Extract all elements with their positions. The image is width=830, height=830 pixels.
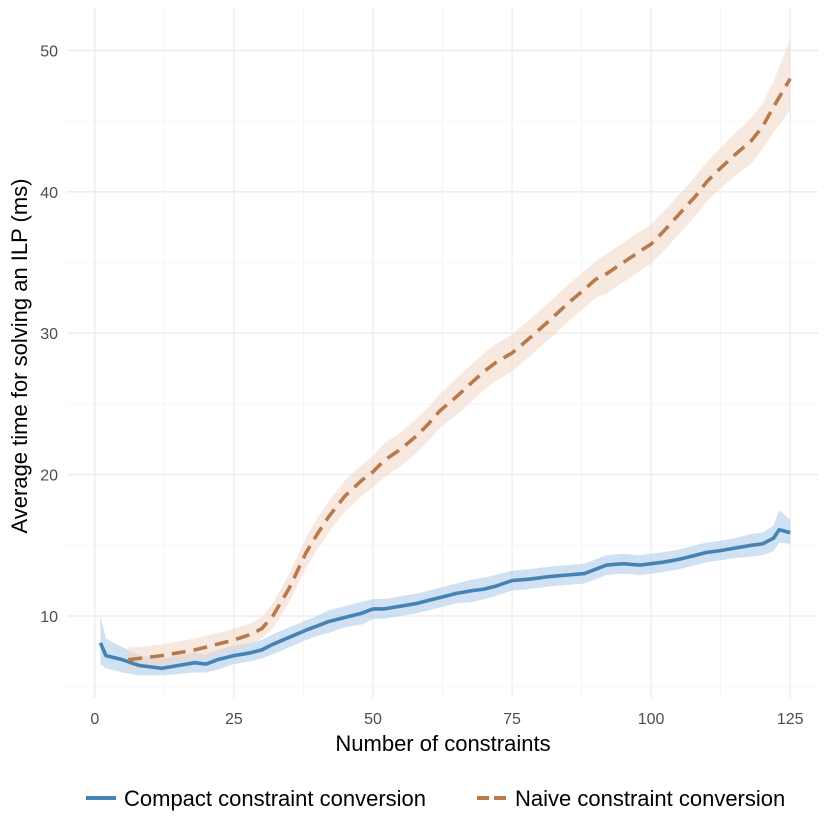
x-tick-label: 75 <box>503 711 521 728</box>
x-axis-ticks: 0 25 50 75 100 125 <box>90 711 803 728</box>
y-tick-label: 10 <box>40 609 58 626</box>
x-tick-label: 25 <box>225 711 243 728</box>
y-tick-label: 30 <box>40 326 58 343</box>
legend-label-compact: Compact constraint conversion <box>124 786 426 811</box>
series-band-0 <box>100 509 791 676</box>
x-tick-label: 50 <box>364 711 382 728</box>
x-tick-label: 125 <box>777 711 804 728</box>
series-lines <box>98 77 792 671</box>
y-axis-ticks: 10 20 30 40 50 <box>40 43 58 626</box>
x-axis-title: Number of constraints <box>335 731 550 756</box>
confidence-bands <box>100 39 791 676</box>
legend-label-naive: Naive constraint conversion <box>515 786 785 811</box>
legend-item-compact: Compact constraint conversion <box>86 786 426 811</box>
x-tick-label: 0 <box>90 711 99 728</box>
y-axis-title: Average time for solving an ILP (ms) <box>7 178 32 533</box>
y-tick-label: 50 <box>40 43 58 60</box>
series-band-1 <box>128 39 791 670</box>
x-tick-label: 100 <box>638 711 665 728</box>
legend: Compact constraint conversion Naive cons… <box>86 786 785 811</box>
y-tick-label: 40 <box>40 185 58 202</box>
y-tick-label: 20 <box>40 468 58 485</box>
legend-item-naive: Naive constraint conversion <box>477 786 785 811</box>
series-line-0 <box>98 527 791 671</box>
series-line-1 <box>127 77 792 662</box>
